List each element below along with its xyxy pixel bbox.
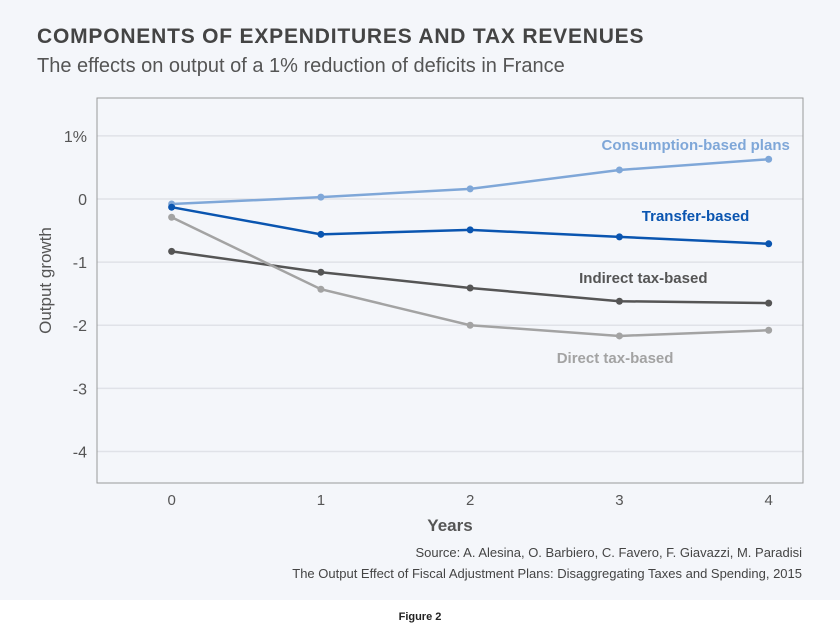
source-line-1: Source: A. Alesina, O. Barbiero, C. Fave… (415, 545, 802, 560)
x-tick-label: 0 (167, 492, 175, 509)
y-tick-label: -4 (73, 444, 87, 461)
chart-title: COMPONENTS OF EXPENDITURES AND TAX REVEN… (37, 25, 645, 48)
figure-caption: Figure 2 (398, 611, 442, 623)
data-point (466, 185, 474, 193)
data-point (168, 203, 176, 211)
data-point (168, 213, 176, 221)
y-tick-label: -1 (73, 255, 87, 272)
y-tick-label: -3 (73, 381, 87, 398)
x-tick-label: 4 (764, 492, 772, 509)
data-point (317, 230, 325, 238)
series-line (171, 157, 769, 206)
data-point (317, 268, 325, 276)
data-point (765, 299, 773, 307)
data-point (765, 155, 773, 163)
data-point (765, 240, 773, 248)
chart-subtitle: The effects on output of a 1% reduction … (37, 55, 565, 77)
data-point (615, 233, 623, 241)
x-tick-label: 3 (615, 492, 623, 509)
x-tick-label: 2 (466, 492, 474, 509)
y-tick-label: -2 (73, 318, 87, 335)
x-tick-label: 1 (317, 492, 325, 509)
data-point (466, 321, 474, 329)
line-chart: 1% 0 -1 -2 -3 -4 0 1 2 3 4 Years Output growth Consum… (36, 97, 804, 535)
series-label: Consumption-based plans (601, 137, 789, 154)
y-tick-label: 0 (78, 192, 87, 209)
series-label: Indirect tax-based (579, 270, 707, 287)
y-axis-label: Output growth (36, 227, 55, 334)
data-point (466, 226, 474, 234)
x-axis-label: Years (427, 516, 472, 535)
data-point (615, 166, 623, 174)
data-point (765, 326, 773, 334)
data-point (615, 297, 623, 305)
series-label: Transfer-based (642, 208, 750, 225)
y-tick-label: 1% (64, 129, 87, 146)
plot-frame (96, 97, 804, 484)
series-label: Direct tax-based (557, 350, 674, 367)
data-point (466, 284, 474, 292)
data-point (317, 285, 325, 293)
data-point (615, 332, 623, 340)
data-point (168, 247, 176, 255)
chart-panel (0, 0, 840, 600)
data-point (317, 193, 325, 201)
source-line-2: The Output Effect of Fiscal Adjustment P… (292, 566, 802, 581)
